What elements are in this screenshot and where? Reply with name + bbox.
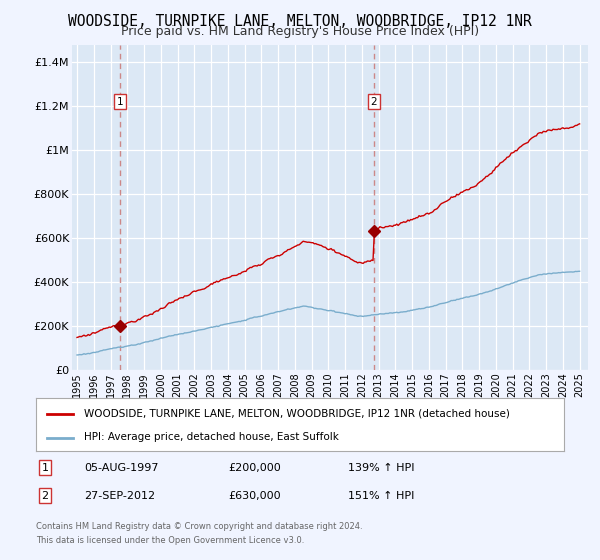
Text: £200,000: £200,000 (228, 463, 281, 473)
Text: 27-SEP-2012: 27-SEP-2012 (84, 491, 155, 501)
Text: 2: 2 (371, 97, 377, 107)
Text: HPI: Average price, detached house, East Suffolk: HPI: Average price, detached house, East… (83, 432, 338, 442)
Text: 1: 1 (117, 97, 124, 107)
Text: 1: 1 (41, 463, 49, 473)
Text: £630,000: £630,000 (228, 491, 281, 501)
Text: Price paid vs. HM Land Registry's House Price Index (HPI): Price paid vs. HM Land Registry's House … (121, 25, 479, 38)
Text: 151% ↑ HPI: 151% ↑ HPI (348, 491, 415, 501)
Text: Contains HM Land Registry data © Crown copyright and database right 2024.: Contains HM Land Registry data © Crown c… (36, 522, 362, 531)
Text: WOODSIDE, TURNPIKE LANE, MELTON, WOODBRIDGE, IP12 1NR (detached house): WOODSIDE, TURNPIKE LANE, MELTON, WOODBRI… (83, 409, 509, 418)
Text: This data is licensed under the Open Government Licence v3.0.: This data is licensed under the Open Gov… (36, 536, 304, 545)
Text: 05-AUG-1997: 05-AUG-1997 (84, 463, 158, 473)
Text: 139% ↑ HPI: 139% ↑ HPI (348, 463, 415, 473)
Text: WOODSIDE, TURNPIKE LANE, MELTON, WOODBRIDGE, IP12 1NR: WOODSIDE, TURNPIKE LANE, MELTON, WOODBRI… (68, 14, 532, 29)
Text: 2: 2 (41, 491, 49, 501)
